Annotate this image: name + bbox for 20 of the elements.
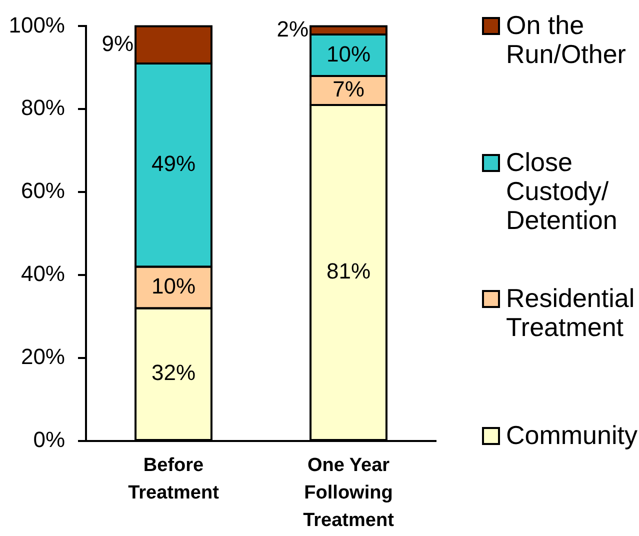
y-tick-label: 80%: [20, 95, 65, 120]
data-label: 10%: [151, 274, 196, 299]
data-label: 9%: [102, 30, 134, 56]
y-tick-label: 40%: [20, 261, 65, 286]
y-tick-label: 20%: [20, 344, 65, 370]
x-tick-label: One Year Following Treatment: [303, 455, 395, 532]
y-tick-label: 0%: [33, 427, 65, 452]
legend-label: Close Custody/Detention: [506, 146, 618, 234]
data-label: 32%: [151, 360, 196, 386]
legend-label: Residential Treatment: [506, 283, 636, 342]
data-label: 49%: [151, 151, 196, 176]
legend-label: Community: [506, 420, 638, 450]
y-tick-label: 100%: [8, 12, 65, 38]
data-label: 81%: [326, 258, 371, 284]
y-tick-label: 60%: [20, 178, 65, 204]
data-label: 10%: [326, 41, 371, 66]
x-tick-label: Before Treatment: [128, 455, 220, 504]
data-label: 7%: [332, 76, 364, 102]
legend-label: On the Run/Other: [506, 10, 627, 69]
data-label: 2%: [276, 16, 309, 42]
